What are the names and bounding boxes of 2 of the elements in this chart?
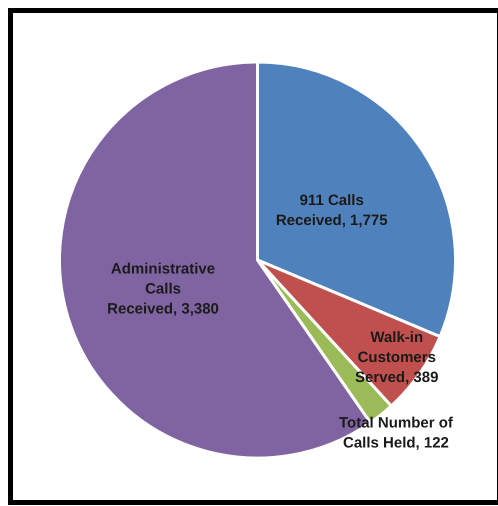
slice-label: Administrative Calls Received, 3,380	[107, 260, 219, 318]
slice-label: 911 Calls Received, 1,775	[276, 192, 388, 229]
